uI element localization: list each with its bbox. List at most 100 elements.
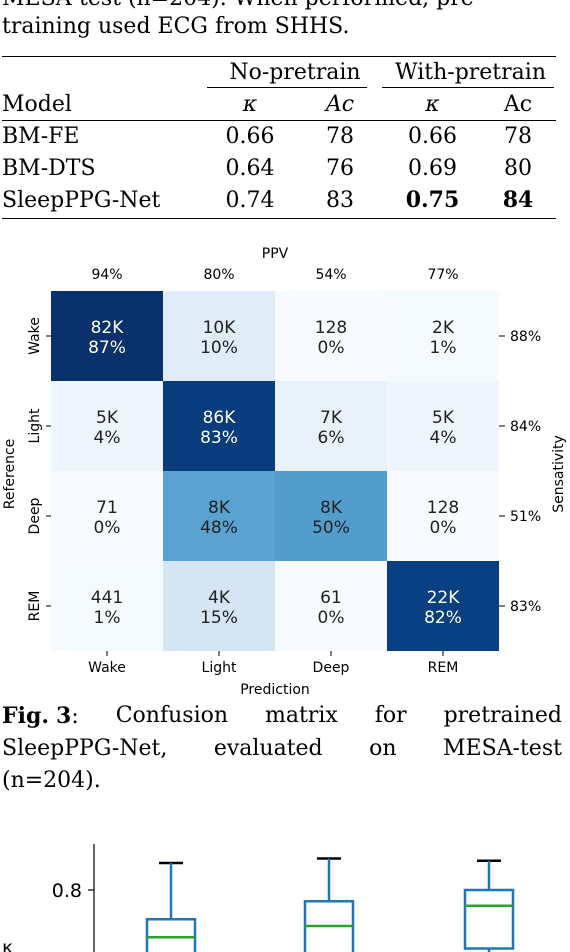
cell-value: 83 [326,187,354,213]
caption-word: pretrained [443,703,562,728]
cell-value: 0.69 [408,155,457,181]
sensitivity-label: 88% [510,329,541,345]
cell-count-label: 128 [315,318,347,338]
matrix-cell [163,471,275,561]
col-header-model: Model [2,91,72,117]
cell-percent-label: 4% [94,428,121,448]
cell-percent-label: 0% [318,608,345,628]
x-tick-label: Light [202,660,237,676]
box [463,888,515,950]
table-mid-rule [2,120,556,121]
cell-value: 0.74 [225,187,275,213]
col-header-ac: Ac [325,91,355,117]
col-header-kappa: κ [242,91,258,117]
matrix-cell [387,381,499,471]
group-rule-no-pretrain [207,87,367,88]
cell-percent-label: 1% [430,338,457,358]
y-axis-label: κ [2,937,13,952]
cell-percent-label: 87% [88,338,126,358]
cell-count-label: 8K [320,498,343,518]
cell-value: 80 [504,155,532,181]
cell-percent-label: 82% [424,608,462,628]
group-header-no-pretrain: No-pretrain [229,59,361,85]
sensitivity-label: 51% [510,509,541,525]
cell-count-label: 4K [208,588,231,608]
cell-value: 76 [326,155,354,181]
matrix-cell [275,291,387,381]
cell-count-label: 7K [320,408,343,428]
cell-count-label: 10K [203,318,237,338]
y-tick-label: Light [27,408,43,443]
ppv-label: 80% [203,267,234,283]
matrix-cell [275,381,387,471]
cell-percent-label: 50% [312,518,350,538]
cell-count-label: 128 [427,498,459,518]
table-row: BM-DTS 0.64 76 0.69 80 [2,152,556,184]
table-column-header-row: Model κ Ac κ Ac [2,88,556,120]
cell-percent-label: 83% [200,428,238,448]
cell-percent-label: 0% [430,518,457,538]
table-top-rule [2,56,556,57]
table-group-header-row: No-pretrain With-pretrain [2,56,556,88]
cell-count-label: 2K [432,318,455,338]
matrix-cell [163,291,275,381]
cell-count-label: 441 [91,588,123,608]
cell-count-label: 5K [96,408,119,428]
matrix-cell [51,291,163,381]
group-header-with-pretrain: With-pretrain [394,59,546,85]
cell-value: 0.64 [225,155,275,181]
x-tick-label: Deep [313,660,350,676]
cell-count-label: 61 [320,588,342,608]
right-axis-label: Sensativity [551,435,567,513]
matrix-cell [51,471,163,561]
cell-model: BM-DTS [2,155,96,181]
matrix-cell [275,471,387,561]
ppv-label: 77% [427,267,458,283]
cell-percent-label: 48% [200,518,238,538]
cell-percent-label: 0% [94,518,121,538]
cell-value-best: 0.75 [405,187,460,213]
caption-line: Fig. 3: Confusion matrix for pretrained [2,700,562,733]
sensitivity-label: 84% [510,419,541,435]
results-table: No-pretrain With-pretrain Model κ Ac κ A… [2,56,556,216]
cell-count-label: 71 [96,498,118,518]
cell-count-label: 5K [432,408,455,428]
y-tick-label: Deep [27,497,43,534]
caption-word: MESA-test [442,736,562,761]
confusion-matrix-chart: 82K87%10K10%1280%2K1%5K4%86K83%7K6%5K4%7… [2,246,567,698]
cell-value: 0.66 [225,123,275,149]
cell-count-label: 86K [203,408,237,428]
box [145,918,197,952]
x-tick-label: REM [428,660,459,676]
caption-word: evaluated [213,736,323,761]
cell-percent-label: 10% [200,338,238,358]
matrix-cell [51,381,163,471]
y-axis-label: Reference [2,439,18,510]
caption-label: Fig. [2,703,50,729]
caption-number: 3 [56,703,72,729]
cell-percent-label: 4% [430,428,457,448]
ppv-label: 54% [315,267,346,283]
cell-count-label: 82K [91,318,125,338]
y-tick-label: 0.8 [52,880,82,902]
cell-percent-label: 15% [200,608,238,628]
box [303,900,355,952]
caption-line: SleepPPG-Net, evaluated on MESA-test [2,733,562,765]
cell-value: 78 [326,123,354,149]
cell-percent-label: 0% [318,338,345,358]
col-header-kappa: κ [425,91,440,117]
cell-model: SleepPPG-Net [2,187,161,213]
figure-caption: Fig. 3: Confusion matrix for pretrained … [2,700,562,797]
y-tick-label: REM [27,591,43,622]
caption-word: matrix [264,703,338,728]
matrix-cell [275,561,387,651]
y-tick-label: Wake [27,317,43,355]
chart-title: PPV [262,246,289,262]
table-row: BM-FE 0.66 78 0.66 78 [2,120,556,152]
table-bottom-rule [2,218,556,219]
body-text-line: MESA-test (n=204). When performed, pre- [2,0,481,11]
sensitivity-label: 83% [510,599,541,615]
cell-percent-label: 1% [94,608,121,628]
matrix-cell [387,561,499,651]
caption-word: on [369,736,397,761]
